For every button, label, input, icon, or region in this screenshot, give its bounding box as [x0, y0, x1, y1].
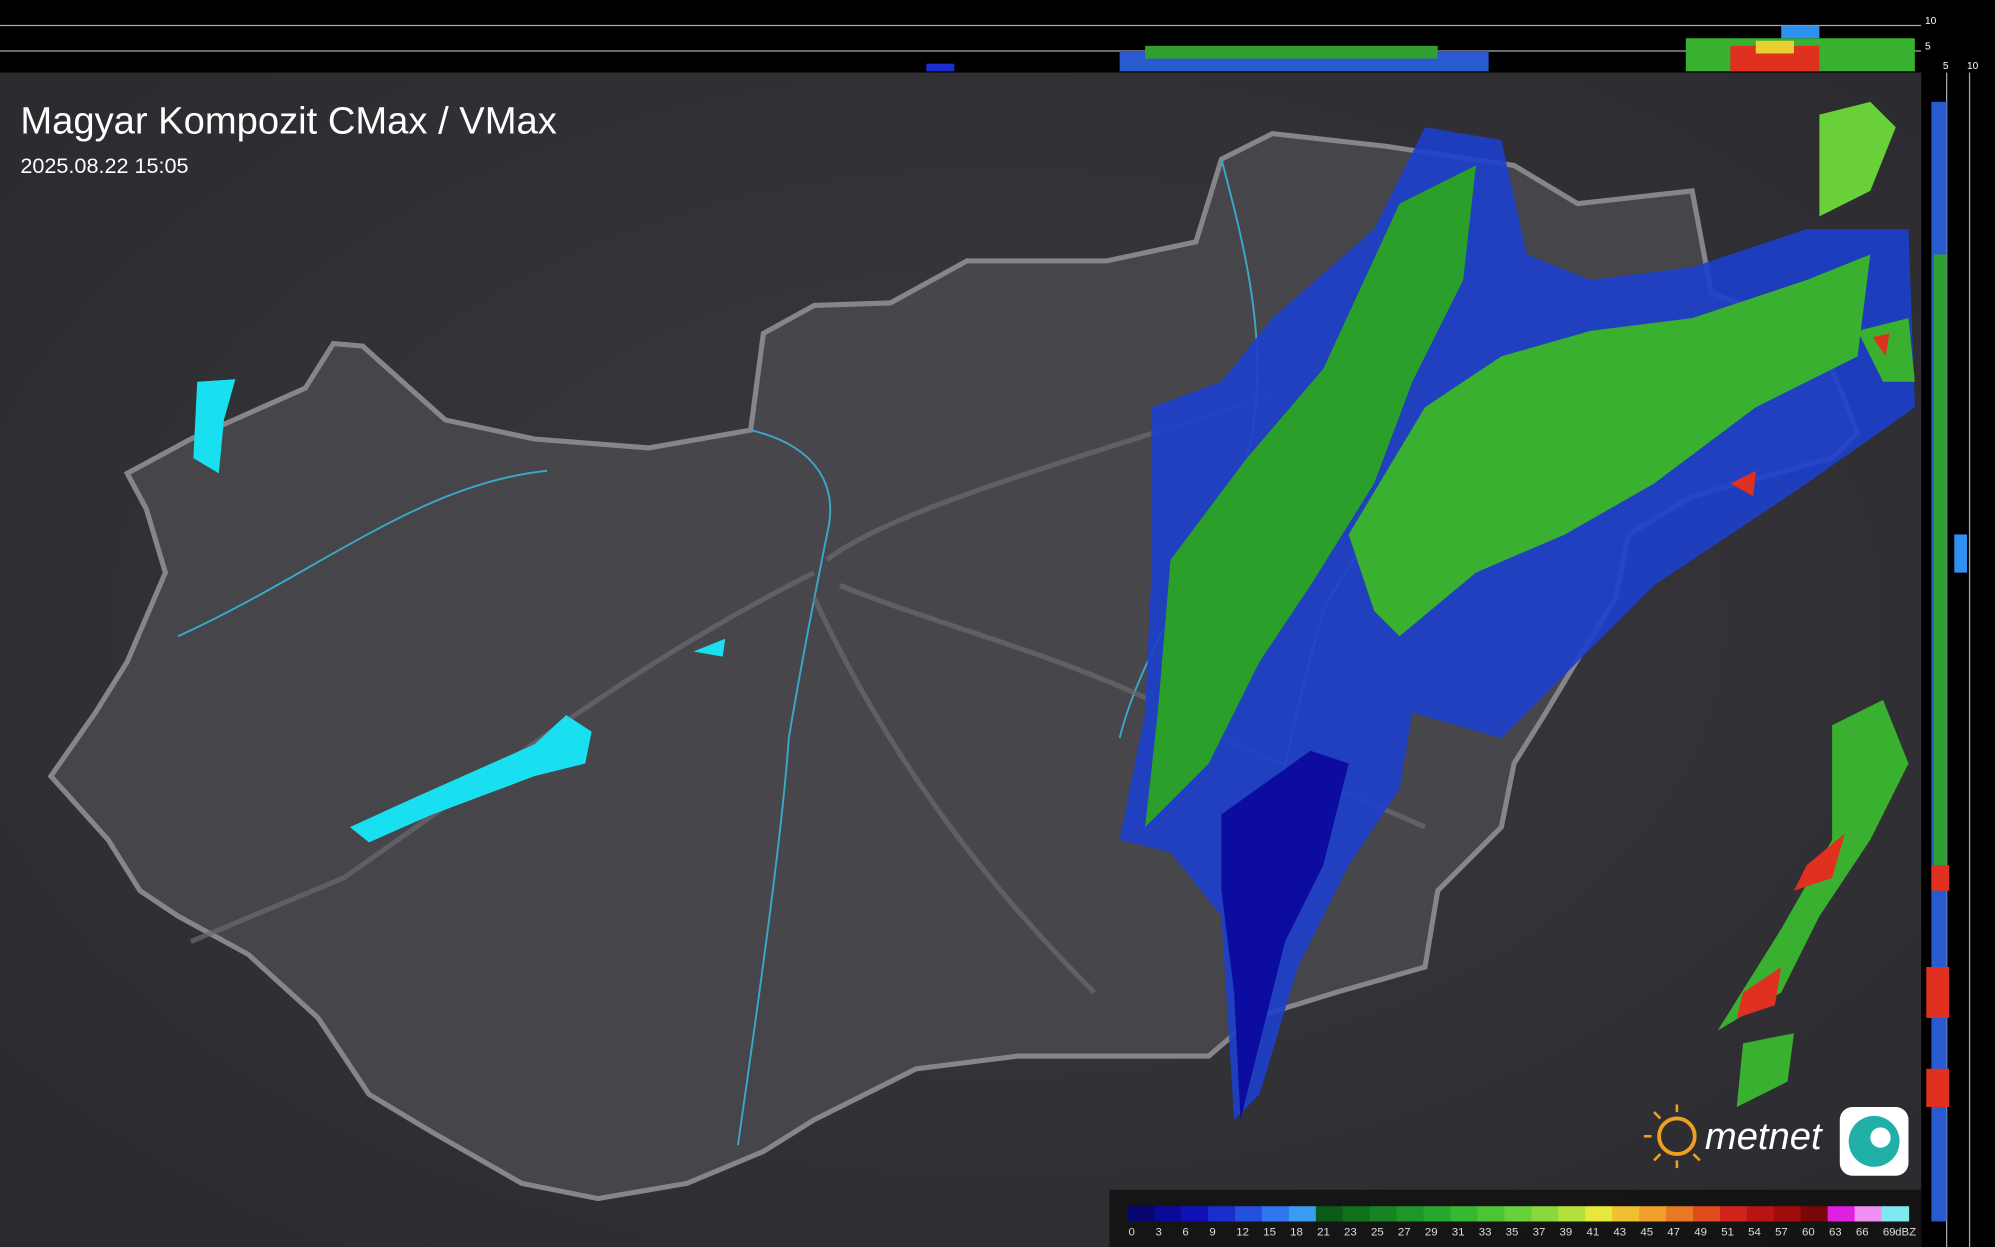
radar-echo [1119, 101, 1915, 1120]
legend-swatch [1612, 1206, 1640, 1222]
legend-tick-label: 37 [1533, 1226, 1546, 1238]
legend-swatch [1181, 1206, 1209, 1222]
legend-tick-label: 49 [1694, 1226, 1707, 1238]
top-axis-label: 5 [1925, 42, 1931, 53]
legend-swatch [1423, 1206, 1452, 1222]
legend-tick-label: 35 [1506, 1226, 1519, 1238]
legend-swatch [1369, 1206, 1398, 1222]
legend-tick-label: 41 [1586, 1226, 1599, 1238]
logo-text: metnet [1705, 1115, 1823, 1158]
legend-swatch [1692, 1206, 1721, 1222]
legend-swatch [1854, 1206, 1883, 1222]
legend-swatch [1450, 1206, 1479, 1222]
top-profile [0, 0, 1995, 73]
legend-tick-label: 47 [1667, 1226, 1680, 1238]
legend-swatch [1746, 1206, 1775, 1222]
logo: metnet [1643, 1104, 1909, 1176]
legend-tick-label: 57 [1775, 1226, 1788, 1238]
legend-tick-label: 3 [1155, 1226, 1161, 1238]
profile-axes: 10 5 5 10 [1925, 16, 1979, 72]
legend-swatch [1719, 1206, 1748, 1222]
legend-swatch [1827, 1206, 1856, 1222]
top-axis-label: 10 [1925, 16, 1937, 27]
legend-tick-label: 23 [1344, 1226, 1357, 1238]
title: Magyar Kompozit CMax / VMax [20, 100, 556, 143]
legend-swatch [1127, 1206, 1155, 1222]
side-axis-label: 10 [1967, 61, 1979, 72]
legend-tick-label: 45 [1640, 1226, 1653, 1238]
legend-tick-label: 60 [1802, 1226, 1815, 1238]
legend-tick-label: 29 [1425, 1226, 1438, 1238]
legend-swatch [1477, 1206, 1506, 1222]
legend-tick-label: 15 [1263, 1226, 1276, 1238]
legend-swatch [1504, 1206, 1532, 1222]
legend-tick-label: 12 [1236, 1226, 1249, 1238]
legend-swatch [1585, 1206, 1613, 1222]
legend-swatch [1154, 1206, 1182, 1222]
legend-tick-label: 66 [1856, 1226, 1869, 1238]
side-profile-echo [1926, 101, 1968, 1222]
legend-swatch [1235, 1206, 1263, 1222]
legend-tick-label: 54 [1748, 1226, 1761, 1238]
legend-tick-label: 63 [1829, 1226, 1842, 1238]
legend-swatch [1288, 1206, 1317, 1222]
legend: 0 3 6 9 12 15 18 21 23 25 27 29 31 33 35 37 39 41 43 45 47 49… [1127, 1206, 1916, 1238]
legend-tick-label: 39 [1560, 1226, 1573, 1238]
legend-tick-label: 33 [1479, 1226, 1492, 1238]
legend-swatch [1773, 1206, 1802, 1222]
legend-tick-label: 69 [1883, 1226, 1896, 1238]
legend-swatch [1396, 1206, 1425, 1222]
legend-tick-label: 18 [1290, 1226, 1303, 1238]
legend-swatch [1639, 1206, 1667, 1222]
legend-tick-label: 43 [1613, 1226, 1626, 1238]
legend-swatch [1800, 1206, 1829, 1222]
lakes [193, 379, 726, 843]
legend-tick-label: 0 [1129, 1226, 1135, 1238]
legend-tick-label: 6 [1182, 1226, 1188, 1238]
legend-swatch [1531, 1206, 1559, 1222]
legend-tick-label: 27 [1398, 1226, 1411, 1238]
legend-swatch [1315, 1206, 1344, 1222]
legend-tick-label: 51 [1721, 1226, 1734, 1238]
legend-swatch [1342, 1206, 1371, 1222]
side-axis-label: 5 [1943, 61, 1949, 72]
legend-swatch [1558, 1206, 1586, 1222]
legend-swatch [1666, 1206, 1694, 1222]
legend-swatch [1261, 1206, 1290, 1222]
legend-tick-label: 25 [1371, 1226, 1384, 1238]
legend-tick-label: 31 [1452, 1226, 1465, 1238]
timestamp: 2025.08.22 15:05 [20, 153, 188, 178]
top-profile-echo [926, 25, 1915, 72]
legend-tick-label: 9 [1209, 1226, 1215, 1238]
legend-swatch [1208, 1206, 1236, 1222]
legend-swatch [1881, 1206, 1910, 1222]
legend-unit: dBZ [1895, 1226, 1916, 1238]
legend-tick-label: 21 [1317, 1226, 1330, 1238]
